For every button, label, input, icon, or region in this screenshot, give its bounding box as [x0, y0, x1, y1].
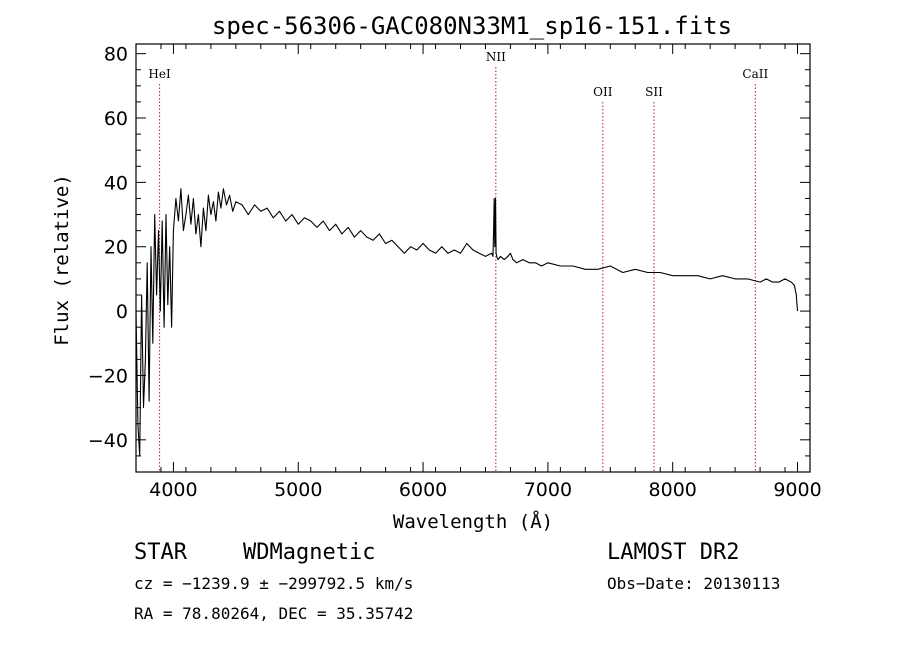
- y-tick-label: −40: [88, 430, 128, 452]
- y-tick-label: 40: [104, 172, 128, 194]
- x-axis-label: Wavelength (Å): [393, 510, 553, 533]
- y-axis-label: Flux (relative): [51, 174, 73, 346]
- x-tick-label: 8000: [649, 479, 697, 501]
- y-tick-label: 20: [104, 237, 128, 259]
- object-class: STAR: [134, 540, 188, 565]
- coordinates: RA = 78.80264, DEC = 35.35742: [134, 604, 413, 623]
- x-axis-ticks: 4000 5000 6000 7000 8000 9000: [135, 44, 822, 501]
- line-label-sii: SII: [645, 85, 663, 99]
- chart-title: spec-56306-GAC080N33M1_sp16-151.fits: [212, 12, 732, 40]
- obs-date: Obs−Date: 20130113: [607, 574, 780, 593]
- line-label-nii: NII: [486, 50, 506, 64]
- x-tick-label: 9000: [773, 479, 821, 501]
- object-subclass: WDMagnetic: [243, 540, 375, 565]
- y-tick-label: 0: [116, 301, 128, 323]
- y-tick-label: 80: [104, 44, 128, 66]
- plot-frame: [135, 43, 811, 473]
- redshift-info: cz = −1239.9 ± −299792.5 km/s: [134, 574, 413, 593]
- line-label-caii: CaII: [742, 67, 768, 81]
- x-tick-label: 4000: [149, 479, 197, 501]
- x-tick-label: 7000: [524, 479, 572, 501]
- survey-name: LAMOST DR2: [607, 540, 739, 565]
- line-label-oii: OII: [593, 85, 613, 99]
- y-tick-label: 60: [104, 108, 128, 130]
- x-tick-label: 5000: [274, 479, 322, 501]
- x-tick-label: 6000: [399, 479, 447, 501]
- spectrum-series: [135, 188, 799, 457]
- spectrum-line: [135, 188, 799, 457]
- y-axis-ticks: −40 −20 0 20 40 60 80: [88, 44, 810, 473]
- y-tick-label: −20: [88, 365, 128, 387]
- spectral-line-markers: HeI NII OII SII CaII: [148, 50, 768, 472]
- line-label-hei: HeI: [148, 67, 171, 81]
